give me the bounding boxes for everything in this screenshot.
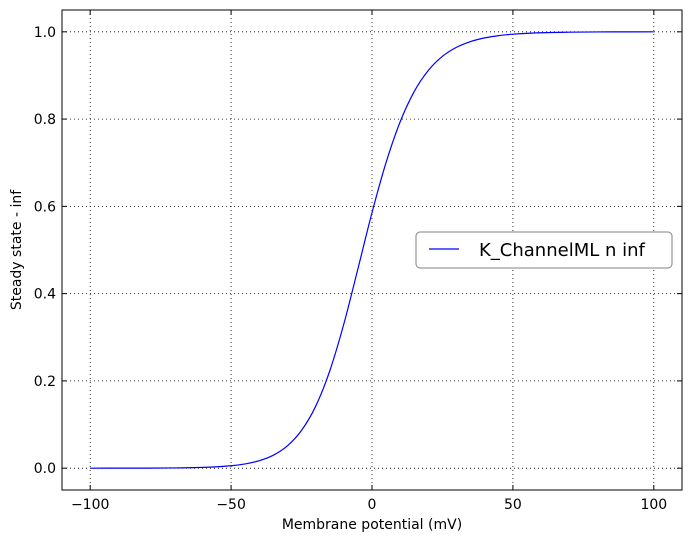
y-tick-label: 0.4 [34, 287, 56, 303]
legend-entry-label: K_ChannelML n inf [479, 240, 646, 261]
series-layer [90, 31, 654, 469]
y-tick-label: 1.0 [34, 25, 56, 41]
x-axis-label: Membrane potential (mV) [282, 517, 462, 533]
y-tick-label: 0.2 [34, 374, 56, 390]
x-tick-label: 50 [504, 497, 522, 513]
legend: K_ChannelML n inf [415, 231, 673, 269]
y-axis-label: Steady state - inf [9, 189, 25, 310]
x-tick-label: −50 [216, 497, 246, 513]
x-tick-label: −100 [71, 497, 109, 513]
y-tick-label: 0.0 [34, 461, 56, 477]
y-tick-label: 0.8 [34, 112, 56, 128]
x-tick-label: 0 [368, 497, 377, 513]
y-tick-label: 0.6 [34, 199, 56, 215]
x-tick-label: 100 [640, 497, 667, 513]
series-line-k-channelml-n-inf [90, 31, 654, 469]
axis-ticks: −100 −50 0 50 100 0.0 0.2 0.4 0.6 0.8 1.0 [34, 10, 682, 513]
legend-box [415, 231, 673, 269]
